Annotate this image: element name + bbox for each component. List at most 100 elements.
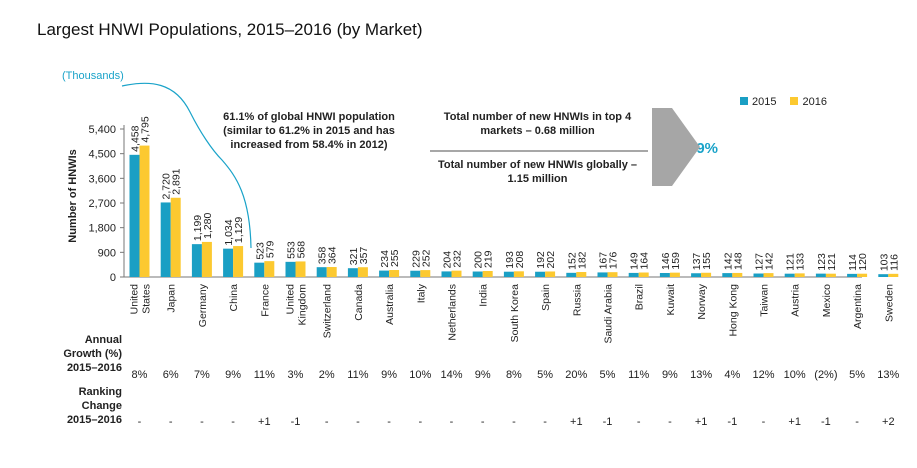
value-label-2015: 142 [722,252,734,270]
ranking-change-value: - [356,416,360,428]
value-label-2015: 358 [317,247,329,265]
category-label: Japan [166,284,178,313]
value-label-2015: 103 [878,253,890,271]
ranking-change-value: +1 [695,416,708,428]
growth-value: 20% [565,369,587,381]
value-label-2016: 202 [545,251,557,269]
category-label: Hong Kong [727,284,739,337]
value-label-2016: 1,129 [233,217,245,243]
growth-value: (2%) [814,369,837,381]
growth-value: 6% [163,369,179,381]
ranking-change-value: - [231,416,235,428]
value-label-2015: 553 [286,241,298,259]
bar-2016 [794,273,805,277]
bar-2016 [701,272,712,277]
growth-value: 4% [724,369,740,381]
value-label-2015: 127 [754,253,766,271]
ranking-change-value: - [637,416,641,428]
ranking-change-value: - [450,416,454,428]
units-note: (Thousands) [62,70,124,82]
chart-decor [121,82,700,249]
value-label-2015: 149 [629,252,641,270]
growth-value: 3% [288,369,304,381]
growth-value: 5% [537,369,553,381]
bar-2015 [847,273,858,277]
value-label-2016: 148 [732,252,744,270]
bar-2016 [732,272,743,277]
bar-2016 [139,145,150,277]
value-label-2016: 159 [670,252,682,270]
y-tick-label: 2,700 [88,198,116,210]
ranking-change-value: - [169,416,173,428]
growth-value: 9% [225,369,241,381]
category-label: Australia [384,284,396,325]
legend-swatch-2016 [790,97,799,105]
bar-2015 [566,272,577,277]
bar-2016 [576,272,587,277]
growth-value: 11% [254,369,275,381]
value-label-2015: 146 [660,252,672,270]
value-label-2016: 120 [857,253,869,271]
ranking-change-value: - [668,416,672,428]
ranking-change-value: - [855,416,859,428]
ranking-change-value: - [481,416,485,428]
legend: 2015 2016 [740,96,827,108]
bar-2016 [638,272,649,277]
y-axis: 0 900 1,800 2,700 3,600 4,500 5,400 [88,124,862,284]
ranking-change-value: +1 [570,416,583,428]
bar-2015 [659,272,670,277]
ranking-change-value: - [138,416,142,428]
bar-2015 [223,248,234,277]
bar-2016 [545,271,556,277]
growth-value: 5% [600,369,616,381]
bar-2016 [264,261,275,277]
value-label-2016: 232 [452,250,464,268]
growth-value: 14% [440,369,462,381]
value-label-2016: 364 [327,246,339,264]
growth-row-label-line2: Growth (%) [63,348,122,360]
value-label-2016: 219 [483,250,495,268]
growth-value: 8% [132,369,148,381]
bar-2015 [441,271,452,277]
category-label: Austria [790,284,802,317]
ranking-change-value: +2 [882,416,895,428]
value-label-2016: 2,891 [171,168,183,194]
value-label-2016: 255 [389,249,401,267]
value-label-2015: 2,720 [161,173,173,199]
value-label-2015: 1,034 [223,219,235,245]
growth-value: 11% [347,369,368,381]
category-label: Canada [353,284,365,321]
ranking-change-value: -1 [603,416,613,428]
growth-value: 2% [319,369,335,381]
growth-value: 12% [752,369,774,381]
growth-row-label-line1: Annual [84,334,122,346]
category-label: States [141,284,153,314]
category-label: Sweden [883,284,895,322]
bar-2016 [825,273,836,277]
bar-2016 [201,241,212,277]
bar-2016 [857,273,868,277]
growth-row-label-line3: 2015–2016 [66,362,122,374]
legend-swatch-2015 [740,97,748,105]
ranking-change-value: +1 [258,416,271,428]
legend-label-2015: 2015 [752,96,777,108]
value-label-2015: 1,199 [192,215,204,241]
legend-item-2015: 2015 [740,96,776,108]
growth-value: 7% [194,369,210,381]
top-markets-text: Total number of new HNWIs in top 4 marke… [443,111,632,137]
ranking-change-value: - [325,416,329,428]
growth-value: 9% [475,369,491,381]
y-tick-label: 4,500 [88,149,116,161]
ranking-change-value: - [762,416,766,428]
value-label-2015: 121 [785,253,797,271]
value-label-2016: 164 [639,252,651,270]
bar-2016 [607,272,618,277]
bar-2015 [160,202,171,277]
value-label-2015: 152 [566,252,578,270]
ranking-change-value: - [543,416,547,428]
bar-2016 [357,267,368,277]
ranking-row-label-line2: Change [81,400,122,412]
value-label-2016: 579 [264,240,276,258]
